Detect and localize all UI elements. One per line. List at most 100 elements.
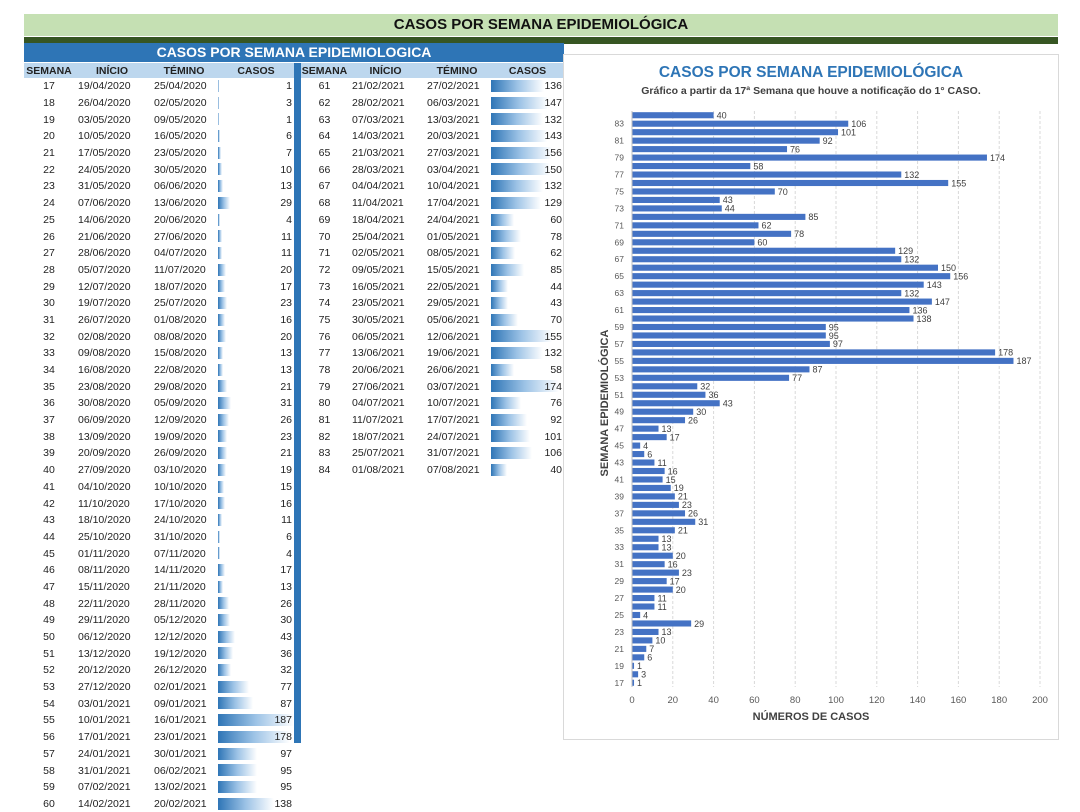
data-label: 4 — [643, 610, 648, 620]
data-label: 77 — [792, 373, 802, 383]
cases-value: 10 — [280, 164, 292, 176]
cases-value: 132 — [544, 180, 562, 192]
cases-data-bar — [491, 113, 543, 125]
data-label: 7 — [649, 644, 654, 654]
cases-value: 11 — [281, 514, 292, 526]
cases-data-bar — [218, 631, 235, 643]
cell-termino: 27/02/2021 — [423, 78, 491, 95]
cell-inicio: 21/03/2021 — [348, 145, 423, 162]
cell-semana: 54 — [24, 695, 74, 712]
cases-value: 32 — [280, 664, 292, 676]
data-label: 30 — [696, 407, 706, 417]
y-tick-label: 27 — [615, 593, 625, 603]
cell-inicio: 20/09/2020 — [74, 445, 150, 462]
cell-casos: 20 — [218, 328, 294, 345]
data-label: 43 — [723, 195, 733, 205]
cell-termino: 12/12/2020 — [150, 629, 218, 646]
cases-value: 17 — [280, 564, 292, 576]
data-label: 92 — [823, 136, 833, 146]
cell-semana: 20 — [24, 128, 74, 145]
cases-data-bar — [491, 314, 518, 326]
cell-semana: 27 — [24, 245, 74, 262]
data-label: 150 — [941, 263, 956, 273]
cell-inicio: 14/03/2021 — [348, 128, 423, 145]
cases-data-bar — [218, 564, 225, 576]
y-tick-label: 35 — [615, 525, 625, 535]
y-tick-label: 55 — [615, 356, 625, 366]
cell-inicio: 04/10/2020 — [74, 479, 150, 496]
cases-data-bar — [218, 748, 257, 760]
cell-termino: 13/06/2020 — [150, 195, 218, 212]
data-label: 178 — [998, 348, 1013, 358]
y-tick-label: 23 — [615, 627, 625, 637]
bar-week-31 — [632, 561, 665, 567]
cell-inicio: 28/02/2021 — [348, 95, 423, 112]
cases-value: 6 — [286, 130, 292, 142]
cell-casos: 16 — [218, 312, 294, 329]
bar-week-74 — [632, 197, 720, 203]
data-label: 16 — [668, 466, 678, 476]
cell-casos: 95 — [218, 762, 294, 779]
cell-termino: 08/05/2021 — [423, 245, 491, 262]
cell-semana: 71 — [301, 245, 348, 262]
cell-semana: 84 — [301, 462, 348, 479]
cell-semana: 61 — [301, 78, 348, 95]
cell-termino: 08/08/2020 — [150, 328, 218, 345]
cell-casos: 85 — [491, 262, 564, 279]
cell-termino: 31/07/2021 — [423, 445, 491, 462]
cell-inicio: 12/07/2020 — [74, 278, 150, 295]
cell-termino: 05/09/2020 — [150, 395, 218, 412]
cases-value: 78 — [550, 231, 562, 243]
cell-termino: 11/07/2020 — [150, 262, 218, 279]
cases-value: 138 — [274, 798, 292, 810]
x-tick-label: 80 — [790, 695, 801, 706]
cell-inicio: 17/01/2021 — [74, 729, 150, 746]
bar-week-32 — [632, 553, 673, 559]
cell-semana: 22 — [24, 161, 74, 178]
data-label: 58 — [753, 161, 763, 171]
bar-week-35 — [632, 527, 675, 533]
cases-data-bar — [491, 197, 541, 209]
data-label: 1 — [637, 661, 642, 671]
cell-inicio: 23/05/2021 — [348, 295, 423, 312]
data-label: 29 — [694, 619, 704, 629]
bar-week-84 — [632, 112, 714, 118]
cell-semana: 48 — [24, 595, 74, 612]
cell-inicio: 06/12/2020 — [74, 629, 150, 646]
cell-semana: 69 — [301, 212, 348, 229]
y-tick-label: 49 — [615, 407, 625, 417]
cases-value: 150 — [544, 164, 562, 176]
bar-week-36 — [632, 519, 695, 525]
bar-week-41 — [632, 476, 663, 482]
cases-data-bar — [218, 464, 226, 476]
cell-semana: 53 — [24, 679, 74, 696]
cell-inicio: 16/08/2020 — [74, 362, 150, 379]
cases-value: 87 — [280, 698, 292, 710]
cell-termino: 09/01/2021 — [150, 695, 218, 712]
bar-week-23 — [632, 629, 659, 635]
cell-semana: 83 — [301, 445, 348, 462]
cases-data-bar — [218, 414, 229, 426]
bar-week-24 — [632, 620, 691, 626]
bar-week-47 — [632, 426, 659, 432]
header-inicio: INÍCIO — [74, 63, 150, 78]
cases-value: 13 — [280, 581, 292, 593]
cases-value: 129 — [544, 197, 562, 209]
cell-semana: 65 — [301, 145, 348, 162]
cases-value: 132 — [544, 114, 562, 126]
data-label: 78 — [794, 229, 804, 239]
cases-data-bar — [218, 147, 221, 159]
cell-termino: 06/03/2021 — [423, 95, 491, 112]
bar-week-56 — [632, 349, 995, 355]
